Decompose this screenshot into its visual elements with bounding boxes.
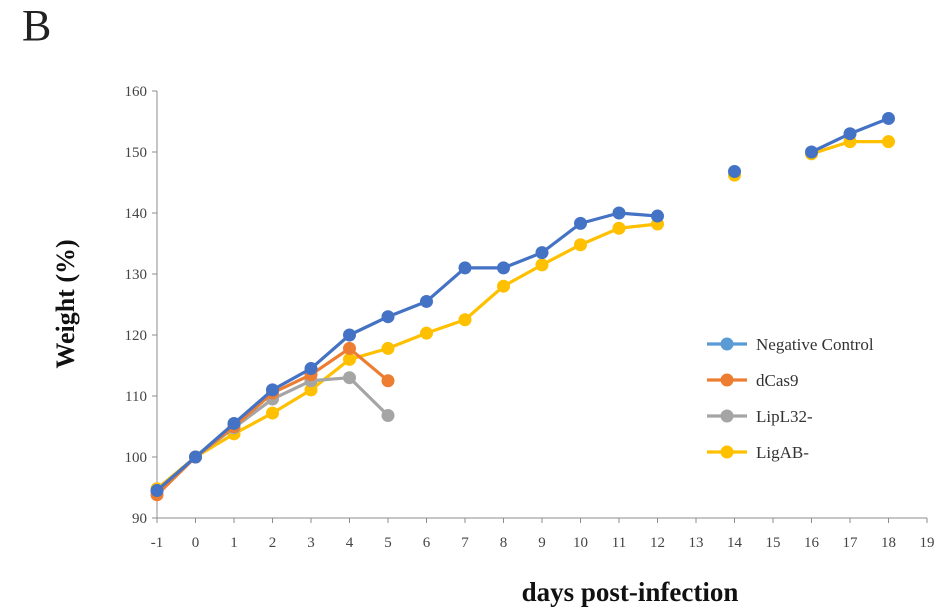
- data-point: [420, 326, 433, 340]
- data-point: [381, 310, 395, 324]
- x-tick-label: 17: [843, 535, 859, 551]
- legend-swatch-marker: [720, 373, 734, 387]
- x-tick-label: 8: [500, 535, 508, 551]
- y-tick-label: 160: [125, 84, 148, 100]
- data-point: [612, 206, 626, 220]
- data-point: [266, 383, 279, 397]
- legend-label: dCas9: [756, 371, 799, 390]
- legend-swatch-marker: [720, 337, 734, 351]
- x-tick-label: 15: [766, 535, 781, 551]
- data-point: [266, 406, 279, 420]
- y-tick-label: 120: [125, 328, 148, 344]
- x-tick-label: 4: [346, 535, 354, 551]
- data-point: [227, 416, 241, 430]
- series-negative-control: [150, 111, 895, 498]
- x-tick-label: 16: [804, 535, 820, 551]
- data-point: [343, 371, 356, 385]
- data-point: [420, 294, 433, 308]
- data-point: [343, 352, 356, 366]
- x-tick-label: -1: [151, 535, 164, 551]
- x-tick-label: 13: [689, 535, 704, 551]
- data-point: [458, 313, 472, 327]
- x-tick-label: 19: [920, 535, 935, 551]
- data-point: [343, 341, 356, 355]
- data-point: [882, 111, 895, 125]
- series-line: [155, 346, 390, 496]
- data-point: [381, 374, 395, 388]
- y-axis-title: Weight (%): [51, 239, 80, 368]
- series-ligab-: [150, 135, 895, 496]
- y-tick-label: 90: [132, 511, 147, 527]
- data-point: [189, 450, 202, 464]
- series-line: [155, 222, 658, 490]
- x-tick-label: 7: [461, 535, 469, 551]
- x-tick-label: 1: [230, 535, 238, 551]
- data-point: [343, 328, 356, 342]
- data-point: [535, 246, 549, 260]
- data-point: [497, 279, 510, 293]
- x-tick-label: 0: [192, 535, 200, 551]
- series-line: [155, 211, 658, 492]
- data-point: [843, 127, 857, 141]
- y-tick-label: 140: [125, 206, 148, 222]
- y-tick-label: 130: [125, 267, 148, 283]
- legend-label: LipL32-: [756, 407, 813, 426]
- series-dcas9: [150, 341, 395, 502]
- panel-label: B: [22, 1, 52, 50]
- x-tick-label: 10: [573, 535, 588, 551]
- data-point: [497, 261, 510, 275]
- data-point: [651, 209, 664, 223]
- y-tick-label: 110: [125, 389, 147, 405]
- data-point: [574, 238, 587, 252]
- data-point: [381, 409, 395, 423]
- x-tick-label: 14: [727, 535, 743, 551]
- x-tick-label: 3: [307, 535, 315, 551]
- legend-swatch-marker: [720, 409, 734, 423]
- data-point: [150, 484, 164, 498]
- data-point: [574, 216, 587, 230]
- data-point: [612, 221, 626, 235]
- chart-axes: [152, 90, 928, 523]
- x-tick-label: 6: [423, 535, 431, 551]
- legend-label: Negative Control: [756, 335, 874, 354]
- data-point: [304, 383, 318, 397]
- x-tick-label: 2: [269, 535, 277, 551]
- y-tick-label: 150: [125, 145, 148, 161]
- legend-label: LigAB-: [756, 443, 809, 462]
- x-tick-label: 18: [881, 535, 896, 551]
- data-point: [805, 145, 818, 159]
- data-point: [535, 258, 549, 272]
- x-tick-label: 5: [384, 535, 392, 551]
- x-tick-label: 9: [538, 535, 546, 551]
- x-tick-label: 12: [650, 535, 665, 551]
- data-point: [882, 135, 895, 149]
- data-point: [458, 261, 472, 275]
- data-point: [728, 165, 741, 179]
- data-point: [304, 362, 318, 376]
- series-layer: [150, 111, 895, 502]
- chart-legend: Negative Control dCas9 LipL32- LigAB-: [707, 335, 874, 462]
- data-point: [381, 341, 395, 355]
- y-tick-label: 100: [125, 450, 148, 466]
- legend-swatch-marker: [720, 445, 734, 459]
- x-tick-label: 11: [612, 535, 626, 551]
- x-axis-title: days post-infection: [522, 577, 739, 607]
